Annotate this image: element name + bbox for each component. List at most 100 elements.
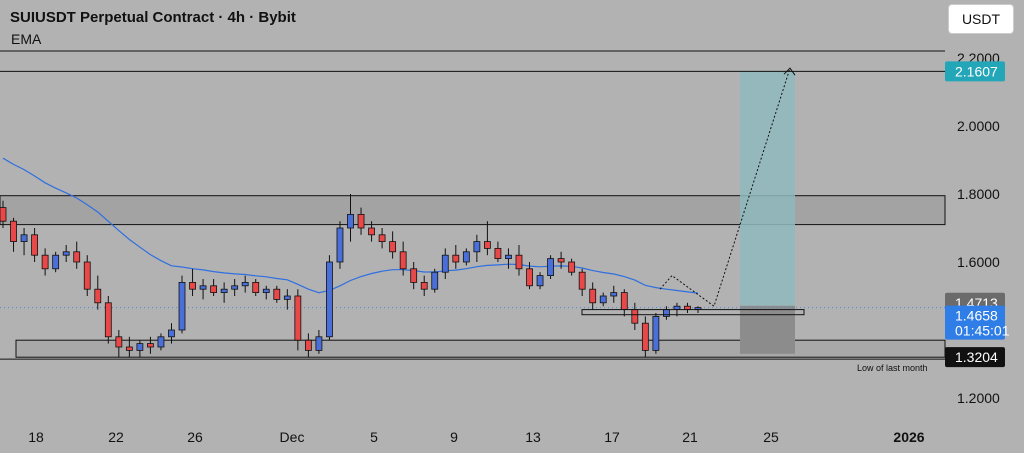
x-tick-label: 25 — [763, 429, 779, 445]
candle — [220, 288, 228, 294]
x-tick-label: 26 — [187, 429, 203, 445]
candle — [283, 295, 291, 300]
ema-line — [2, 157, 699, 294]
support-box — [581, 309, 805, 316]
candle — [557, 258, 565, 263]
candle — [262, 288, 270, 294]
candle — [115, 336, 123, 348]
candle — [347, 213, 354, 229]
candle — [104, 302, 112, 338]
candle — [52, 254, 60, 270]
y-tick-label: 2.0000 — [957, 118, 1000, 134]
candle — [368, 227, 375, 236]
candle — [136, 343, 144, 351]
y-tick-label: 1.6000 — [957, 254, 1000, 270]
candle — [31, 234, 38, 256]
price-badge-countdown: 01:45:01 — [955, 323, 1010, 339]
candle — [526, 268, 533, 287]
candle — [652, 315, 660, 351]
candle — [494, 247, 502, 259]
chart-title: SUIUSDT Perpetual Contract · 4h · Bybit — [10, 9, 296, 26]
x-tick-label: 9 — [450, 429, 458, 445]
candle — [10, 220, 17, 242]
candle — [20, 234, 28, 243]
x-tick-label: Dec — [280, 429, 305, 445]
currency-button[interactable]: USDT — [949, 5, 1013, 33]
candle — [189, 281, 196, 290]
candle — [147, 343, 154, 348]
candle — [431, 271, 439, 290]
annotation-low-of-last-month: Low of last month — [857, 363, 928, 373]
candle — [125, 346, 133, 351]
candle — [168, 329, 175, 338]
candle — [273, 288, 281, 300]
candle — [378, 234, 386, 243]
candle — [684, 305, 691, 311]
monthly-low-zone — [15, 339, 946, 358]
candle — [547, 258, 554, 277]
candle — [294, 295, 302, 341]
candle — [73, 251, 81, 263]
candle — [441, 254, 449, 273]
candle — [673, 305, 681, 311]
candle — [336, 227, 344, 263]
candle — [410, 268, 418, 283]
candle — [505, 254, 512, 259]
candle — [241, 281, 249, 287]
axis-layer: 2.20002.00001.80001.60001.20002.16071.47… — [28, 50, 1009, 445]
candle — [326, 261, 333, 338]
candle — [599, 295, 607, 304]
y-tick-label: 1.8000 — [957, 186, 1000, 202]
price-badge-label: 1.4658 — [955, 308, 998, 324]
projection-path — [659, 68, 791, 308]
candle — [252, 281, 260, 293]
x-tick-label: 17 — [604, 429, 620, 445]
candle — [631, 309, 639, 324]
candle — [399, 251, 407, 270]
candle — [357, 213, 365, 229]
y-tick-label: 1.2000 — [957, 390, 1000, 406]
candle — [178, 281, 186, 331]
candle — [94, 288, 102, 304]
candle — [589, 288, 597, 304]
price-badge — [945, 347, 1005, 368]
price-badge — [945, 61, 1005, 82]
ema-layer — [2, 157, 699, 294]
candle — [515, 254, 523, 270]
candle — [62, 251, 70, 256]
candle — [473, 241, 481, 253]
candle — [536, 275, 544, 287]
candles-layer — [0, 194, 702, 358]
candle — [578, 271, 586, 290]
price-badge — [945, 305, 1005, 340]
indicator-label: EMA — [11, 31, 42, 47]
candle — [210, 285, 218, 293]
x-tick-label: 13 — [525, 429, 541, 445]
candle — [663, 309, 670, 317]
x-tick-label: 22 — [108, 429, 124, 445]
candle — [0, 207, 7, 222]
candle — [304, 339, 312, 351]
x-tick-label: 5 — [370, 429, 378, 445]
candle — [462, 251, 470, 263]
price-badge-label: 2.1607 — [955, 63, 998, 79]
candle — [157, 336, 165, 348]
resistance-zone — [0, 195, 946, 226]
candle — [199, 285, 207, 290]
candle — [389, 241, 397, 253]
position-target-area — [740, 71, 795, 306]
annotations-layer: Low of last month — [581, 67, 928, 373]
x-tick-label: 2026 — [893, 429, 924, 445]
candle — [420, 281, 428, 290]
candle — [610, 292, 618, 297]
candle — [315, 336, 323, 351]
projection-arrowhead — [783, 67, 796, 76]
candle — [620, 292, 628, 311]
candle — [568, 261, 576, 273]
x-tick-label: 18 — [28, 429, 44, 445]
price-badge-label: 1.3204 — [955, 349, 998, 365]
zones-layer — [0, 50, 946, 360]
x-tick-label: 21 — [682, 429, 698, 445]
candle — [41, 254, 49, 270]
